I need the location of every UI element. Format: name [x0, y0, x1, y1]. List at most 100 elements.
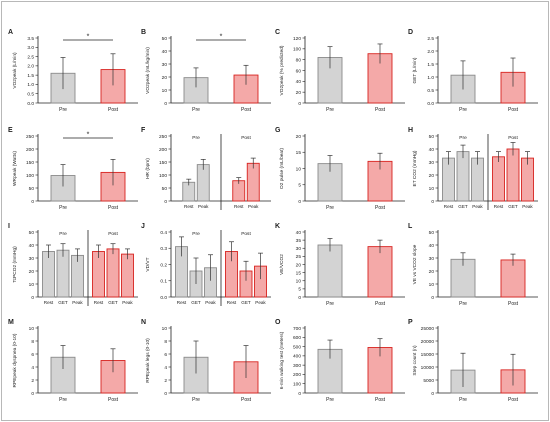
x-tick-label: Post	[508, 107, 519, 113]
panel-letter: E	[8, 127, 13, 134]
y-tick-label: 2.5	[427, 36, 434, 42]
group-label: Post	[241, 231, 251, 237]
y-tick-label: 0.0	[160, 295, 167, 301]
panel-letter: A	[8, 29, 13, 36]
y-tick-label: 3.5	[27, 36, 34, 42]
y-tick-label: 20	[296, 262, 302, 268]
x-tick-label: Rest	[234, 204, 244, 209]
y-tick-label: 0	[431, 295, 434, 301]
y-tick-label: 0.4	[160, 230, 167, 236]
panel-g: G 0 5 10 15 20 O2 pulse (mL/beat) Pre Post	[275, 127, 405, 211]
x-tick-label: Pre	[326, 205, 334, 211]
y-axis-label: VE vs VCO2 slope	[412, 244, 418, 284]
y-tick-label: 0.0	[27, 101, 34, 107]
y-tick-label: 0	[431, 199, 434, 205]
x-tick-label: Peak	[198, 204, 209, 209]
x-tick-label: Pre	[59, 107, 67, 113]
x-tick-label: Peak	[255, 300, 266, 305]
y-tick-label: 0.5	[427, 88, 434, 94]
y-tick-label: 35	[296, 238, 302, 244]
x-tick-label: Peak	[248, 204, 259, 209]
y-tick-label: 60	[296, 68, 302, 74]
x-tick-label: Pre	[59, 397, 67, 403]
panel-letter: C	[275, 29, 280, 36]
y-tick-label: 20	[429, 173, 435, 179]
y-tick-label: 25000	[421, 326, 435, 332]
group-label: Post	[108, 231, 118, 237]
panel-letter: J	[141, 223, 145, 230]
x-tick-label: GET	[108, 300, 118, 305]
x-tick-label: Peak	[205, 300, 216, 305]
y-tick-label: 2	[31, 378, 34, 384]
x-tick-label: GET	[508, 204, 518, 209]
y-tick-label: 20000	[421, 339, 435, 345]
y-tick-label: 6	[164, 352, 167, 358]
bar-pre	[456, 151, 470, 202]
y-axis-label: GET (L/min)	[412, 57, 418, 83]
y-tick-label: 2.5	[27, 54, 34, 60]
x-tick-label: Pre	[326, 397, 334, 403]
y-tick-label: 150	[26, 160, 34, 166]
y-tick-label: 700	[293, 326, 301, 332]
y-tick-label: 0	[298, 391, 301, 397]
x-tick-label: Pre	[459, 397, 467, 403]
group-label: Pre	[59, 231, 67, 237]
y-tick-label: 20	[296, 134, 302, 140]
y-tick-label: 30	[29, 256, 35, 262]
y-axis-label: ET CO2 (mmHg)	[412, 150, 418, 186]
y-tick-label: 1.0	[27, 82, 34, 88]
significance-marker: *	[220, 34, 223, 41]
y-tick-label: 50	[429, 230, 435, 236]
y-tick-label: 10	[162, 88, 168, 94]
y-tick-label: 0	[31, 295, 34, 301]
x-tick-label: Rest	[94, 300, 104, 305]
y-tick-label: 500	[293, 344, 301, 350]
y-tick-label: 1.0	[427, 75, 434, 81]
y-tick-label: 40	[429, 147, 435, 153]
y-axis-label: VO2peak (mL/kg/min)	[145, 47, 151, 94]
panel-letter: P	[408, 319, 413, 326]
x-tick-label: GET	[241, 300, 251, 305]
x-tick-label: Post	[241, 107, 252, 113]
y-tick-label: 10	[29, 326, 35, 332]
y-tick-label: 50	[29, 186, 35, 192]
y-tick-label: 600	[293, 335, 301, 341]
y-tick-label: 0	[164, 199, 167, 205]
y-tick-label: 20	[296, 90, 302, 96]
y-tick-label: 10	[429, 282, 435, 288]
y-tick-label: 2.0	[427, 49, 434, 55]
x-tick-label: Post	[108, 397, 119, 403]
panel-letter: G	[275, 127, 281, 134]
y-tick-label: 30	[429, 256, 435, 262]
panel-letter: F	[141, 127, 146, 134]
y-tick-label: 50	[162, 186, 168, 192]
y-axis-label: O2 pulse (mL/beat)	[279, 148, 285, 189]
x-tick-label: Pre	[59, 205, 67, 211]
y-tick-label: 20	[29, 269, 35, 275]
panel-f: F 0 50 100 150 200 250 HR (bpm) Rest Peak Pre Rest P…	[141, 127, 271, 210]
x-tick-label: Rest	[227, 300, 237, 305]
panel-a: A 0.0 0.5 1.0 1.5 2.0 2.5 3.0 3.5 VO2peak (L/min)…	[8, 29, 138, 113]
bar-post	[492, 156, 505, 202]
y-tick-label: 2.0	[27, 64, 34, 70]
x-tick-label: Rest	[44, 300, 54, 305]
y-tick-label: 5	[298, 183, 301, 189]
y-tick-label: 300	[293, 363, 301, 369]
y-tick-label: 0.5	[27, 92, 34, 98]
bar-post	[506, 148, 520, 202]
y-tick-label: 0	[298, 101, 301, 107]
x-tick-label: Post	[375, 301, 386, 307]
y-tick-label: 20	[162, 75, 168, 81]
panel-letter: K	[275, 223, 280, 230]
y-axis-label: WRpeak (Watts)	[12, 151, 18, 186]
bar-pre	[317, 244, 343, 298]
group-label: Post	[508, 135, 518, 141]
y-tick-label: 5000	[423, 378, 434, 384]
y-tick-label: 50	[29, 230, 35, 236]
y-tick-label: 10	[296, 166, 302, 172]
x-tick-label: Rest	[177, 300, 187, 305]
bar-pre	[196, 164, 210, 202]
y-tick-label: 6	[31, 352, 34, 358]
y-tick-label: 100	[159, 173, 167, 179]
